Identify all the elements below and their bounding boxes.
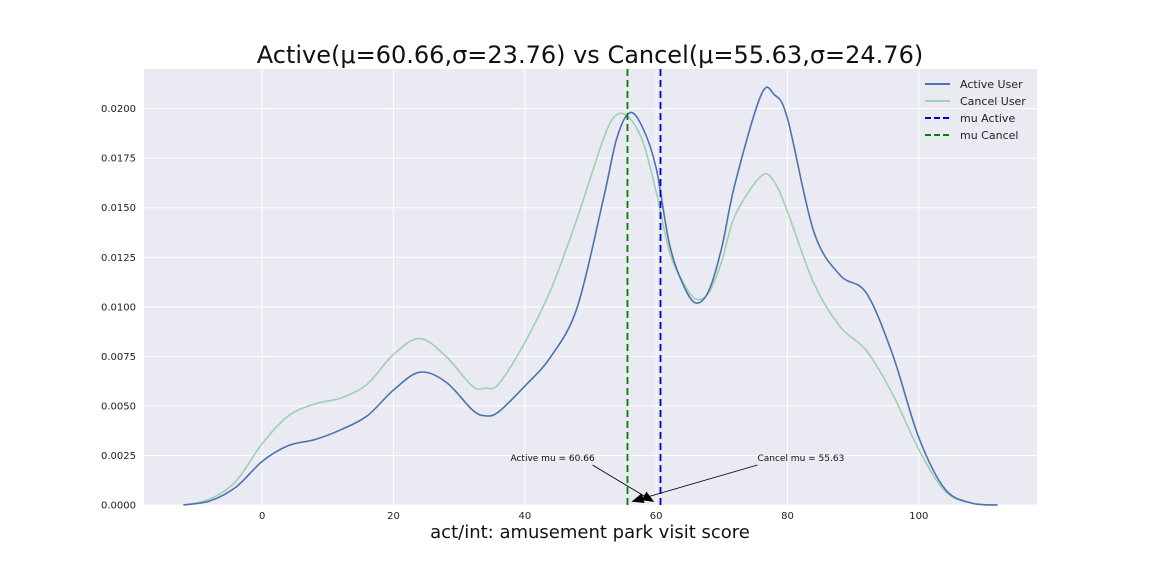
x-tick-label: 0: [259, 511, 265, 522]
legend-label: mu Active: [960, 112, 1015, 125]
x-tick-label: 60: [650, 511, 663, 522]
annotation-text: Cancel mu = 55.63: [757, 454, 844, 464]
y-tick-label: 0.0175: [101, 154, 136, 165]
y-tick-label: 0.0025: [101, 451, 136, 462]
legend-label: Cancel User: [960, 95, 1026, 108]
y-tick-label: 0.0075: [101, 352, 136, 363]
legend-label: Active User: [960, 78, 1023, 91]
series-layer: [183, 86, 998, 506]
legend: Active User Cancel User mu Active mu Cancel: [925, 78, 1026, 142]
x-axis-label: act/int: amusement park visit score: [430, 522, 750, 543]
x-tick-labels: 0 20 40 60 80 100: [259, 511, 928, 522]
annotation-arrow-line: [633, 464, 758, 502]
y-tick-label: 0.0200: [101, 104, 136, 115]
series-line-active-user: [183, 86, 998, 506]
plot-area: [144, 69, 1037, 505]
series-line-cancel-user: [183, 112, 998, 506]
y-tick-label: 0.0125: [101, 253, 136, 264]
y-tick-labels: 0.0000 0.0025 0.0050 0.0075 0.0100 0.0125 0.01…: [101, 104, 136, 511]
x-tick-label: 20: [387, 511, 400, 522]
annotations: Active mu = 60.66 Cancel mu = 55.63: [510, 454, 844, 503]
y-tick-label: 0.0000: [101, 501, 136, 512]
y-tick-label: 0.0100: [101, 302, 136, 313]
annotation-arrowhead: [631, 493, 645, 503]
x-tick-label: 100: [909, 511, 928, 522]
annotation-text: Active mu = 60.66: [510, 454, 594, 464]
annotation-arrow-line: [592, 464, 653, 502]
x-tick-label: 80: [781, 511, 794, 522]
y-tick-label: 0.0150: [101, 203, 136, 214]
legend-label: mu Cancel: [960, 129, 1018, 142]
chart-title: Active(μ=60.66,σ=23.76) vs Cancel(μ=55.6…: [257, 41, 923, 69]
mean-lines: [626, 69, 662, 505]
y-tick-label: 0.0050: [101, 401, 136, 412]
x-tick-label: 40: [518, 511, 531, 522]
